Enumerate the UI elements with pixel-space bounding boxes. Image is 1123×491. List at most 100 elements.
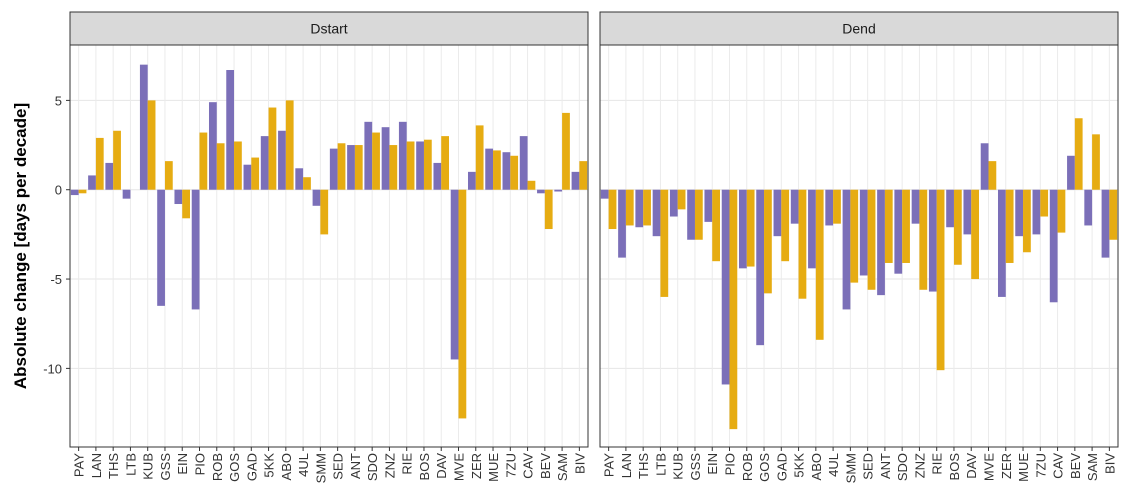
bar [320, 189, 329, 235]
bar [579, 161, 588, 190]
x-tick-label: ZER [999, 453, 1014, 479]
x-tick-label: SMM [843, 453, 858, 483]
x-tick-label: ZNZ [912, 453, 927, 478]
x-tick-label: 5KK [792, 453, 807, 478]
x-tick-label: PIO [723, 453, 738, 475]
x-tick-label: DAV [964, 453, 979, 479]
x-tick-label: LTB [653, 453, 668, 476]
x-tick-label: ABO [279, 453, 294, 480]
bar [618, 189, 626, 258]
x-tick-label: GAD [774, 453, 789, 481]
bar [1092, 134, 1100, 190]
bar [1032, 189, 1041, 235]
x-tick-label: SED [331, 453, 346, 480]
x-tick-label: 7ZU [1033, 453, 1048, 478]
bar [278, 130, 286, 190]
panel-border [599, 44, 1119, 448]
bar [600, 189, 609, 199]
x-tick-label: RIE [930, 453, 945, 475]
x-tick-label: PIO [193, 453, 208, 475]
bar [815, 189, 824, 340]
bar [312, 189, 321, 206]
bar [467, 171, 476, 190]
x-tick-label: BEV [1068, 453, 1083, 479]
bar [191, 189, 200, 310]
bar [502, 152, 511, 190]
bar [997, 189, 1006, 297]
bar [928, 189, 937, 292]
x-tick-label: SDO [365, 453, 380, 481]
x-tick-label: SDO [895, 453, 910, 481]
bar [475, 125, 484, 190]
x-tick-label: BIV [572, 453, 587, 474]
x-tick-label: LTB [123, 453, 138, 476]
bar [1084, 189, 1093, 226]
x-tick-label: THS [106, 453, 121, 479]
bar [850, 189, 859, 283]
x-tick-label: MVE [982, 453, 997, 482]
bar [652, 189, 661, 237]
bar [980, 143, 989, 190]
bar [433, 162, 442, 190]
bar [157, 189, 165, 306]
bar [946, 189, 954, 228]
x-tick-label: SAM [1085, 453, 1100, 481]
bar [756, 189, 765, 346]
bar [894, 189, 903, 274]
bar [295, 168, 304, 190]
bar [381, 127, 390, 190]
bar [510, 155, 519, 190]
strip-title: Dstart [310, 21, 347, 37]
x-tick-label: LAN [619, 453, 634, 478]
x-tick-label: BIV [1102, 453, 1117, 474]
x-tick-label: SAM [555, 453, 570, 481]
bar [721, 189, 730, 385]
bar [571, 171, 580, 190]
bar [113, 130, 121, 190]
bar [1101, 189, 1110, 258]
bar [1005, 189, 1014, 263]
x-tick-label: THS [636, 453, 651, 479]
x-tick-label: PAY [602, 453, 617, 477]
bar [877, 189, 885, 296]
x-tick-label: GAD [244, 453, 259, 481]
y-tick-label: -10 [43, 361, 62, 376]
bar [251, 157, 260, 190]
x-tick-label: KUB [671, 453, 686, 480]
x-tick-label: ROB [210, 453, 225, 481]
x-tick-label: PAY [72, 453, 87, 477]
x-tick-label: GSS [158, 453, 173, 481]
bar [199, 132, 208, 190]
bar [738, 189, 747, 269]
y-tick-label: 5 [55, 93, 62, 108]
bar [867, 189, 876, 290]
x-tick-label: MUE [486, 453, 501, 482]
bar [963, 189, 972, 235]
bar [164, 161, 173, 190]
bar [372, 132, 380, 190]
bar [458, 189, 467, 419]
bar [1023, 189, 1031, 253]
x-tick-label: EIN [175, 453, 190, 475]
bar [781, 189, 790, 262]
bar [423, 139, 432, 190]
x-tick-label: SMM [313, 453, 328, 483]
bar [842, 189, 851, 310]
x-tick-label: 4UL [296, 453, 311, 477]
bar [919, 189, 928, 290]
bar [95, 137, 104, 190]
bar [354, 145, 363, 190]
bar [988, 161, 997, 190]
bar [808, 189, 816, 269]
bar [389, 145, 398, 190]
bar [139, 64, 148, 190]
bar [226, 70, 235, 190]
x-tick-label: GOS [227, 453, 242, 482]
bar [825, 189, 834, 226]
bar [285, 100, 294, 190]
x-tick-label: ABO [809, 453, 824, 480]
bar [790, 189, 799, 224]
x-tick-label: CAV [521, 453, 536, 479]
x-tick-label: SED [861, 453, 876, 480]
bar [208, 102, 217, 190]
